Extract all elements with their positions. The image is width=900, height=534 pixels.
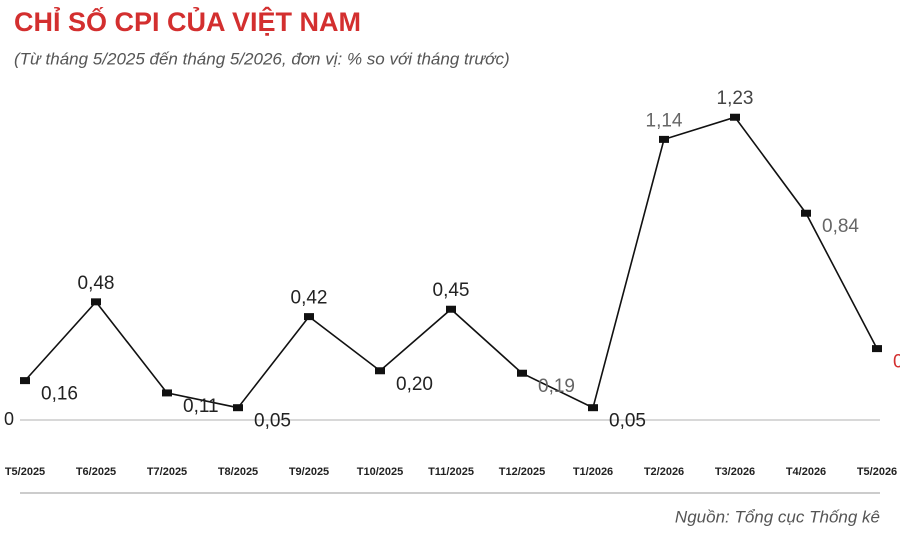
- value-label: 0,20: [396, 374, 433, 395]
- value-label: 0,42: [291, 288, 328, 309]
- chart-title: CHỈ SỐ CPI CỦA VIỆT NAM: [14, 5, 361, 37]
- chart-subtitle: (Từ tháng 5/2025 đến tháng 5/2026, đơn v…: [14, 49, 510, 68]
- x-tick-label: T7/2025: [147, 466, 187, 478]
- x-tick-label: T3/2026: [715, 466, 755, 478]
- x-tick-label: T8/2025: [218, 466, 258, 478]
- x-tick-label: T9/2025: [289, 466, 329, 478]
- value-label: 0,16: [41, 384, 78, 405]
- marker: [730, 113, 740, 121]
- marker: [588, 404, 598, 412]
- x-tick-label: T12/2025: [499, 466, 545, 478]
- x-tick-label: T4/2026: [786, 466, 826, 478]
- marker: [801, 209, 811, 217]
- marker: [162, 389, 172, 397]
- value-label: 0,05: [609, 411, 646, 432]
- marker: [375, 367, 385, 375]
- value-label: 1,23: [717, 88, 754, 109]
- x-tick-label: T5/2026: [857, 466, 897, 478]
- marker: [91, 298, 101, 306]
- marker: [517, 369, 527, 377]
- marker: [872, 345, 882, 353]
- marker: [446, 305, 456, 313]
- x-tick-label: T10/2025: [357, 466, 403, 478]
- line: [24, 116, 878, 409]
- x-tick-label: T1/2026: [573, 466, 613, 478]
- value-label: 0,05: [254, 411, 291, 432]
- x-tick-label: T6/2025: [76, 466, 116, 478]
- value-label: 0,45: [433, 280, 470, 301]
- marker: [233, 404, 243, 412]
- source: Nguồn: Tổng cục Thống kê: [675, 507, 880, 526]
- marker: [659, 135, 669, 143]
- value-label: 0,84: [822, 216, 859, 237]
- y-tick-label: 0: [4, 409, 14, 429]
- value-label: 0,11: [183, 396, 219, 417]
- x-tick-label: T2/2026: [644, 466, 684, 478]
- marker: [304, 313, 314, 321]
- value-label: 1,14: [646, 110, 683, 131]
- value-label: 0,48: [78, 273, 115, 294]
- x-tick-label: T5/2025: [5, 466, 45, 478]
- marker: [20, 377, 30, 385]
- value-label: 0,19: [538, 376, 575, 397]
- value-label: 0,29: [893, 352, 900, 373]
- x-tick-label: T11/2025: [428, 466, 474, 478]
